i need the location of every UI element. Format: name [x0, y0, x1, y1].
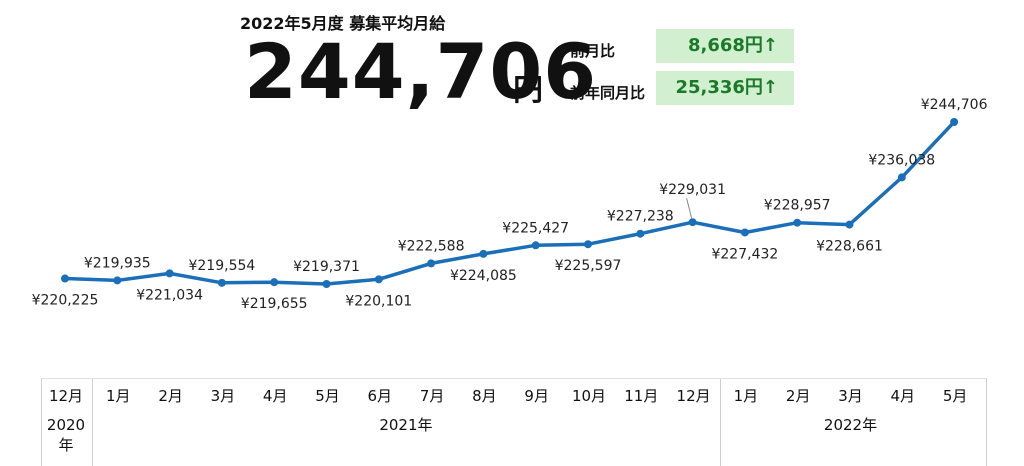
year-label: 2021年 [379, 416, 433, 434]
x-tick-label: 4月 [890, 387, 916, 405]
year-separator [92, 379, 94, 466]
data-point [531, 241, 540, 250]
data-label: ¥220,225 [32, 293, 99, 309]
x-tick-label: 2月 [158, 387, 183, 405]
x-tick-label: 5月 [315, 387, 340, 405]
chart-title: 2022年5月度 募集平均月給 [240, 14, 446, 33]
data-point [584, 240, 592, 249]
x-tick-label: 3月 [210, 387, 236, 405]
yoy-label: 前年同月比 [570, 84, 646, 102]
data-point [897, 173, 906, 182]
data-label: ¥219,935 [84, 255, 151, 271]
headline-unit: 円 [513, 73, 543, 108]
data-point [845, 220, 854, 229]
x-tick-label: 2月 [785, 387, 811, 405]
x-tick-label: 12月 [48, 387, 84, 405]
data-label: ¥220,101 [345, 293, 412, 309]
data-label: ¥225,597 [555, 258, 622, 274]
x-tick-label: 9月 [524, 387, 549, 405]
data-label: ¥229,031 [659, 182, 726, 198]
data-point [61, 274, 69, 283]
data-point [374, 275, 383, 284]
data-point [636, 229, 645, 238]
data-point [322, 280, 331, 288]
x-tick-label: 12月 [676, 387, 711, 405]
x-tick-label: 7月 [419, 387, 445, 405]
data-point [688, 218, 697, 227]
x-tick-label: 1月 [733, 387, 759, 405]
year-label: 2020 年 [46, 416, 86, 454]
data-label: ¥244,706 [921, 97, 988, 113]
mom-badge: 8,668円↑ [656, 29, 794, 63]
x-tick-label: 11月 [624, 387, 659, 405]
data-label: ¥222,588 [398, 238, 465, 254]
headline-value: 244,706 [244, 27, 598, 116]
x-tick-label: 8月 [472, 387, 497, 405]
data-label: ¥227,432 [711, 246, 778, 262]
data-point [793, 218, 802, 227]
data-point [427, 259, 436, 268]
data-label: ¥227,238 [607, 209, 674, 225]
x-tick-label: 6月 [367, 387, 393, 405]
data-label: ¥219,554 [188, 258, 255, 274]
data-label: ¥228,957 [764, 198, 831, 214]
data-point [479, 249, 488, 258]
data-point [165, 269, 174, 278]
yoy-badge: 25,336円↑ [656, 71, 794, 105]
data-point [217, 278, 226, 287]
data-point [270, 278, 279, 287]
x-tick-label: 3月 [838, 387, 863, 405]
label-leader [686, 198, 693, 219]
data-point [740, 228, 749, 237]
data-point [113, 276, 122, 285]
data-label: ¥224,085 [450, 268, 517, 284]
x-axis: 12月 1月 2月 3月 4月 5月 6月 7月 8月 9月 10月 11月 12月 1月 2月 3月 4月 5月… [41, 378, 987, 466]
data-label: ¥219,655 [241, 296, 308, 312]
mom-label: 前月比 [570, 42, 616, 60]
data-label: ¥225,427 [502, 220, 569, 236]
data-label: ¥221,034 [136, 287, 203, 303]
x-tick-label: 10月 [571, 387, 607, 405]
year-separator [719, 379, 721, 466]
data-label: ¥228,661 [816, 239, 883, 255]
year-label: 2022年 [823, 416, 878, 434]
data-label: ¥219,371 [293, 259, 360, 275]
salary-line-chart: ¥220,225 ¥219,935 ¥221,034 ¥219,554 ¥219,655… [32, 97, 988, 312]
x-tick-label: 1月 [106, 387, 131, 405]
data-label: ¥236,038 [868, 152, 935, 168]
x-tick-label: 5月 [942, 387, 968, 405]
x-tick-label: 4月 [262, 387, 288, 405]
data-point [950, 118, 959, 126]
series-line [64, 120, 956, 286]
